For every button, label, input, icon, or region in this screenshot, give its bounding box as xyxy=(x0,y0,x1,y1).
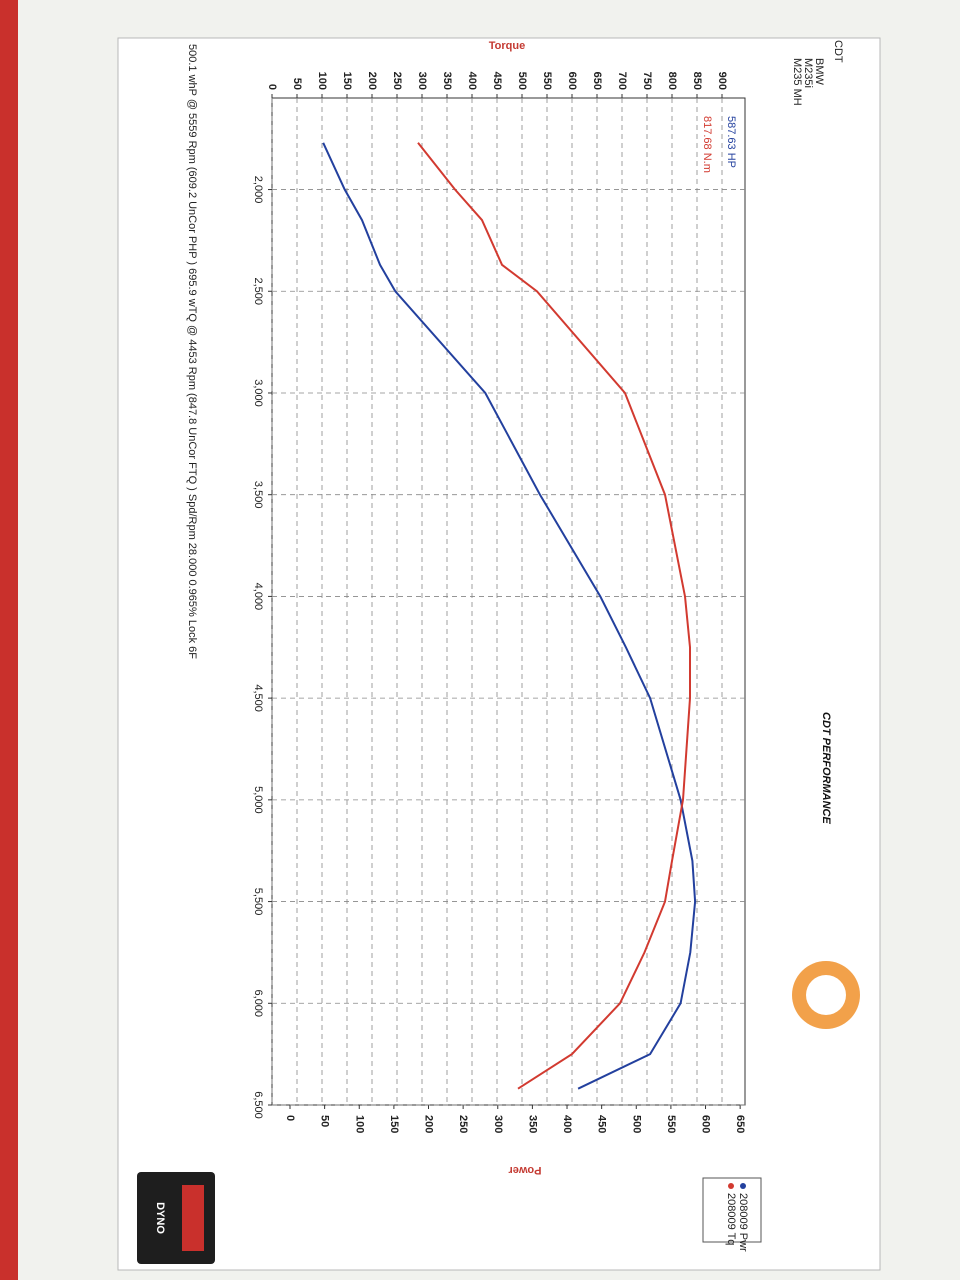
x-tick-label: 4,500 xyxy=(252,684,264,712)
y-tick-label: 550 xyxy=(541,72,553,90)
y2-tick-label: 550 xyxy=(665,1115,677,1133)
y-tick-label: 100 xyxy=(316,72,328,90)
x-tick-label: 6,500 xyxy=(252,1091,264,1119)
y2-tick-label: 400 xyxy=(561,1115,573,1133)
logo-text: CDT PERFORMANCE xyxy=(820,712,832,824)
y2-tick-label: 300 xyxy=(492,1115,504,1133)
y2-tick-label: 500 xyxy=(630,1115,642,1133)
y-tick-label: 900 xyxy=(716,72,728,90)
y2-tick-label: 450 xyxy=(596,1115,608,1133)
x-tick-label: 4,000 xyxy=(252,583,264,611)
y-tick-label: 450 xyxy=(491,72,503,90)
y-tick-label: 650 xyxy=(591,72,603,90)
x-tick-label: 6,000 xyxy=(252,990,264,1018)
y2-axis-title: Power xyxy=(508,1164,542,1176)
sheet xyxy=(117,37,881,1271)
y-tick-label: 700 xyxy=(616,72,628,90)
y2-tick-label: 100 xyxy=(353,1115,365,1133)
y-tick-label: 250 xyxy=(391,72,403,90)
y2-tick-label: 200 xyxy=(423,1115,435,1133)
series-line xyxy=(417,142,691,1090)
y-tick-label: 600 xyxy=(566,72,578,90)
header-line: M235 MH xyxy=(791,58,803,106)
annotation: 587.63 HP xyxy=(725,116,737,168)
header-line: CDT xyxy=(832,40,844,63)
badge-text: DYNO xyxy=(154,1202,166,1234)
series-line xyxy=(322,142,697,1090)
y-tick-label: 350 xyxy=(441,72,453,90)
annotation: 817.68 N.m xyxy=(701,116,713,173)
badge-stripe xyxy=(182,1185,204,1251)
legend-label: 208009 Tq xyxy=(725,1193,737,1245)
y-tick-label: 50 xyxy=(291,78,303,90)
y2-tick-label: 50 xyxy=(319,1115,331,1127)
y-tick-label: 500 xyxy=(516,72,528,90)
y2-tick-label: 0 xyxy=(284,1115,296,1121)
x-tick-label: 5,500 xyxy=(252,888,264,916)
y-tick-label: 400 xyxy=(466,72,478,90)
y-tick-label: 800 xyxy=(666,72,678,90)
legend-label: 208009 Pwr xyxy=(737,1193,749,1252)
y2-tick-label: 350 xyxy=(526,1115,538,1133)
y2-tick-label: 250 xyxy=(457,1115,469,1133)
header-line: M235i xyxy=(802,58,814,88)
y-tick-label: 750 xyxy=(641,72,653,90)
x-tick-label: 5,000 xyxy=(252,786,264,814)
y2-tick-label: 600 xyxy=(700,1115,712,1133)
x-tick-label: 3,500 xyxy=(252,481,264,509)
footnote: 500.1 whP @ 5559 Rpm (609.2 UnCor PHP ) … xyxy=(186,44,198,659)
x-tick-label: 2,500 xyxy=(252,277,264,305)
y-tick-label: 0 xyxy=(266,84,278,90)
x-tick-label: 2,000 xyxy=(252,176,264,204)
legend-swatch xyxy=(728,1183,734,1189)
header-line: BMW xyxy=(813,58,825,86)
legend-swatch xyxy=(740,1183,746,1189)
y2-tick-label: 650 xyxy=(734,1115,746,1133)
y2-tick-label: 150 xyxy=(388,1115,400,1133)
y-tick-label: 300 xyxy=(416,72,428,90)
y-tick-label: 850 xyxy=(691,72,703,90)
y-tick-label: 200 xyxy=(366,72,378,90)
logo-mark xyxy=(806,975,846,1015)
y-tick-label: 150 xyxy=(341,72,353,90)
y-axis-title: Torque xyxy=(489,40,525,52)
x-tick-label: 3,000 xyxy=(252,379,264,407)
